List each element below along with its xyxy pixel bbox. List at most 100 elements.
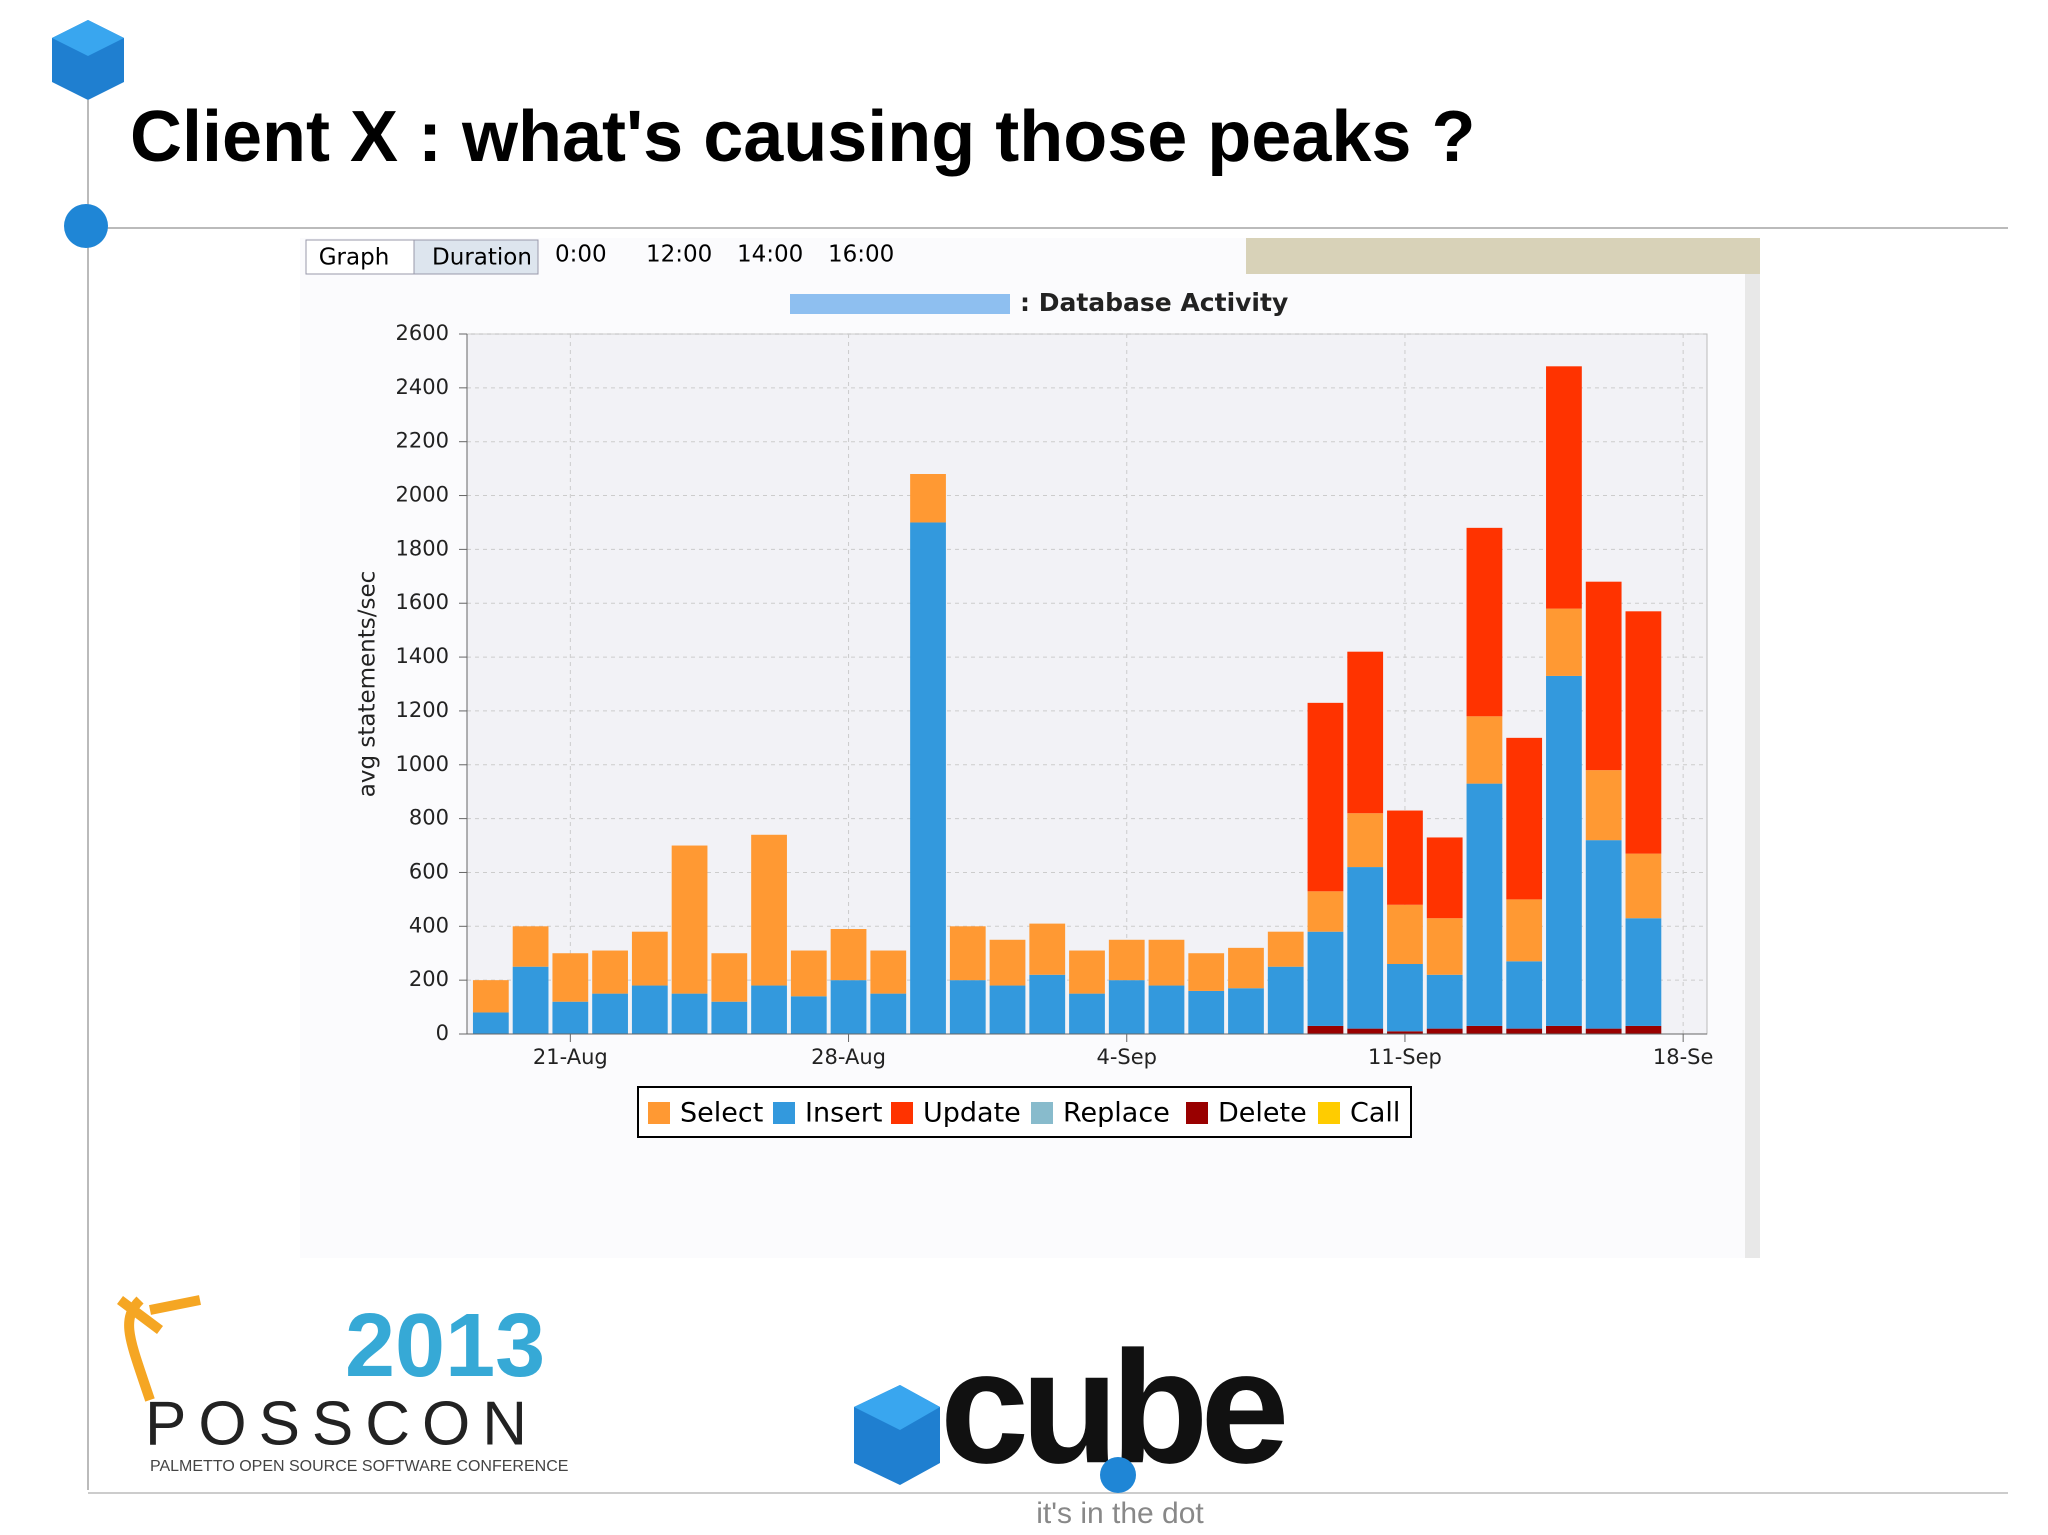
bar-segment: [1506, 961, 1543, 1029]
y-axis-label: avg statements/sec: [355, 571, 381, 798]
bar-segment: [1466, 716, 1503, 784]
bar-segment: [512, 966, 549, 1034]
bar-segment: [472, 1012, 509, 1034]
tab-label[interactable]: Graph: [319, 245, 390, 271]
bar-segment: [910, 522, 946, 1034]
bar-segment: [1108, 939, 1145, 981]
bar-segment: [830, 980, 867, 1034]
bar-segment: [631, 931, 668, 986]
legend-label: Update: [923, 1098, 1021, 1129]
bar-segment: [1307, 1025, 1344, 1034]
posscon-name: POSSCON: [145, 1389, 539, 1458]
bar-segment: [989, 985, 1026, 1034]
bar-segment: [671, 845, 708, 994]
posscon-tagline: PALMETTO OPEN SOURCE SOFTWARE CONFERENCE: [150, 1458, 568, 1475]
bar-segment: [1347, 1028, 1384, 1034]
y-tick-label: 800: [409, 806, 449, 830]
bar-segment: [989, 939, 1026, 986]
bar-segment: [1625, 1025, 1662, 1034]
bar-segment: [1546, 366, 1582, 609]
bar-segment: [1585, 581, 1622, 771]
legend-label: Call: [1350, 1098, 1400, 1129]
bar-segment: [711, 953, 748, 1002]
side-panel: [1246, 238, 1760, 274]
bar-segment: [1029, 974, 1066, 1034]
bar-segment: [1347, 651, 1384, 814]
bar-segment: [1466, 783, 1503, 1026]
bar-segment: [1546, 1025, 1582, 1034]
legend-swatch: [648, 1102, 670, 1124]
y-tick-label: 200: [409, 967, 449, 991]
redaction: [790, 294, 1010, 314]
posscon-year: 2013: [345, 1296, 545, 1396]
tab-duration[interactable]: [413, 239, 539, 275]
bar-segment: [592, 950, 628, 994]
bar-segment: [1506, 737, 1543, 900]
bar-segment: [1426, 1028, 1463, 1034]
time-label: 12:00: [646, 242, 712, 268]
bar-segment: [1307, 891, 1344, 932]
bar-segment: [1347, 867, 1384, 1029]
y-tick-label: 2000: [396, 483, 449, 507]
bar-segment: [1029, 923, 1066, 975]
bar-segment: [1466, 1025, 1503, 1034]
bar-segment: [1426, 837, 1463, 919]
legend-swatch: [1318, 1102, 1340, 1124]
bar-segment: [830, 929, 867, 981]
time-label: 0:00: [555, 242, 607, 268]
time-label: 16:00: [828, 242, 894, 268]
bar-segment: [1188, 990, 1225, 1034]
bar-segment: [870, 950, 907, 994]
legend-swatch: [1186, 1102, 1208, 1124]
bar-segment: [1387, 904, 1423, 964]
legend-label: Delete: [1218, 1098, 1307, 1129]
y-tick-label: 2200: [396, 429, 449, 453]
brand-cube-top: [854, 1385, 940, 1430]
y-tick-label: 1800: [396, 536, 449, 560]
bar-segment: [790, 950, 827, 997]
bar-segment: [1267, 931, 1304, 967]
bar-segment: [1188, 953, 1225, 991]
bar-segment: [949, 926, 986, 981]
bar-segment: [1585, 770, 1622, 841]
x-tick-label: 11-Sep: [1368, 1045, 1442, 1069]
brand-tagline: it's in the dot: [1036, 1497, 1204, 1530]
bar-segment: [1148, 939, 1185, 986]
x-tick-label: 4-Sep: [1096, 1045, 1157, 1069]
bar-segment: [1307, 931, 1344, 1026]
bar-segment: [552, 1001, 589, 1034]
y-tick-label: 2600: [396, 321, 449, 345]
bar-segment: [1585, 1028, 1622, 1034]
legend-box: [637, 1086, 1412, 1138]
bar-segment: [751, 834, 787, 986]
bar-segment: [1307, 702, 1344, 892]
bar-segment: [1069, 950, 1105, 994]
bar-segment: [1426, 974, 1463, 1029]
bar-segment: [910, 474, 946, 523]
scroll-edge: [1745, 274, 1760, 1258]
legend-swatch: [1031, 1102, 1053, 1124]
bar-segment: [1347, 813, 1384, 868]
bar-segment: [1466, 527, 1503, 717]
y-tick-label: 2400: [396, 375, 449, 399]
slide-title: Client X : what's causing those peaks ?: [130, 97, 1475, 177]
bar-segment: [1267, 966, 1304, 1034]
bar-segment: [1426, 918, 1463, 975]
slide-dot: [64, 204, 108, 248]
tab-graph[interactable]: [305, 239, 415, 275]
y-tick-label: 400: [409, 913, 449, 937]
y-tick-label: 1400: [396, 644, 449, 668]
x-tick-label: 18-Se: [1653, 1045, 1714, 1069]
posscon-palm: [117, 1295, 201, 1402]
legend-label: Replace: [1063, 1098, 1170, 1129]
tab-label[interactable]: Duration: [432, 245, 532, 271]
bar-segment: [1228, 947, 1264, 989]
y-tick-label: 600: [409, 859, 449, 883]
legend-swatch: [891, 1102, 913, 1124]
bar-segment: [711, 1001, 748, 1034]
legend-swatch: [773, 1102, 795, 1124]
y-tick-label: 0: [436, 1021, 449, 1045]
y-tick-label: 1000: [396, 752, 449, 776]
